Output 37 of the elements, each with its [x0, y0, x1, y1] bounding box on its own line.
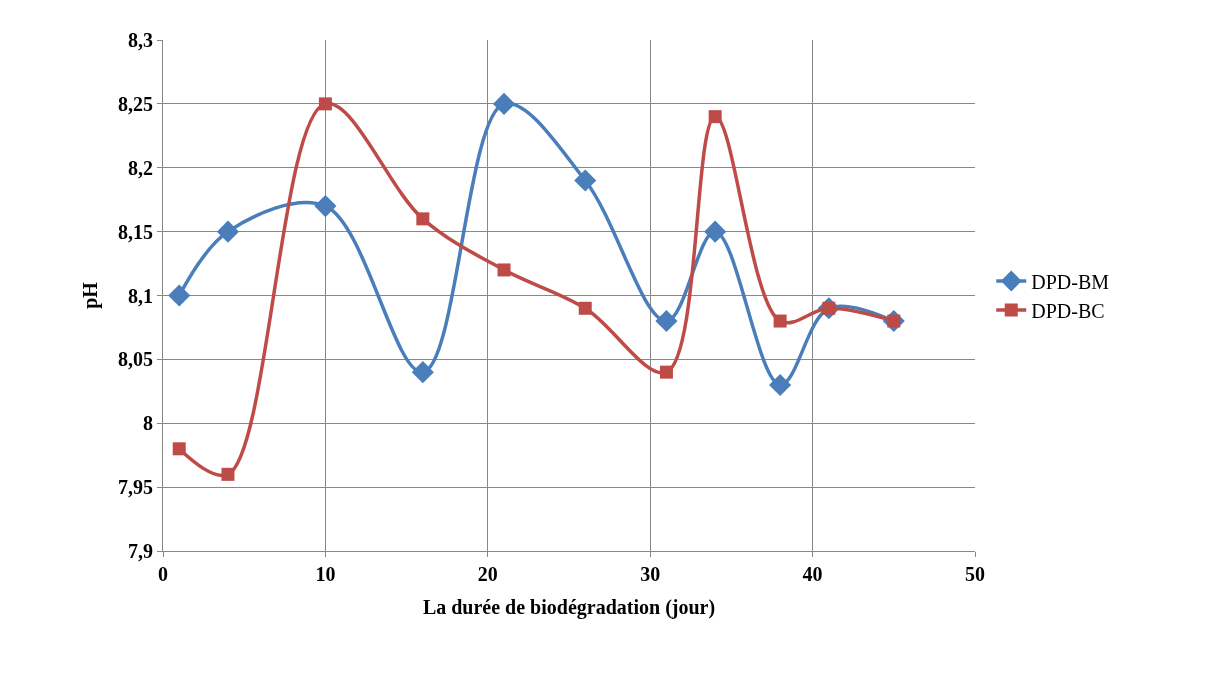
- x-tick-label: 30: [640, 563, 661, 585]
- y-tick-label: 8: [143, 412, 153, 435]
- point: [172, 442, 186, 456]
- y-tick-label: 8,15: [118, 220, 153, 243]
- point: [411, 361, 434, 384]
- point: [492, 92, 516, 115]
- point: [574, 169, 597, 192]
- y-tick-label: 8,3: [128, 29, 153, 51]
- y-tick-label: 7,9: [128, 540, 153, 562]
- point: [221, 467, 235, 481]
- point: [216, 220, 240, 243]
- point: [497, 263, 511, 277]
- legend-label: DPD-BM: [1031, 270, 1110, 293]
- x-tick-label: 10: [315, 563, 336, 585]
- point: [318, 97, 332, 111]
- y-tick-label: 8,2: [128, 156, 153, 179]
- point: [708, 110, 722, 124]
- point: [416, 212, 430, 226]
- x-tick-label: 40: [802, 563, 823, 585]
- x-tick-label: 20: [477, 563, 498, 585]
- y-axis-title: pH: [78, 281, 102, 309]
- y-tick-label: 8,1: [128, 284, 153, 307]
- point: [314, 195, 337, 218]
- legend-label: DPD-BC: [1031, 299, 1105, 322]
- point: [168, 284, 191, 307]
- x-axis-title: La durée de biodégradation (jour): [422, 595, 716, 619]
- x-tick-label: 0: [158, 563, 168, 585]
- point: [773, 314, 787, 328]
- y-tick-label: 8,05: [118, 348, 153, 371]
- point: [769, 373, 792, 396]
- point: [704, 220, 727, 243]
- y-tick-label: 7,95: [118, 476, 153, 499]
- point: [578, 301, 592, 315]
- x-tick-label: 50: [965, 563, 985, 585]
- point: [655, 310, 678, 333]
- point: [659, 365, 673, 379]
- y-tick-label: 8,25: [118, 92, 153, 115]
